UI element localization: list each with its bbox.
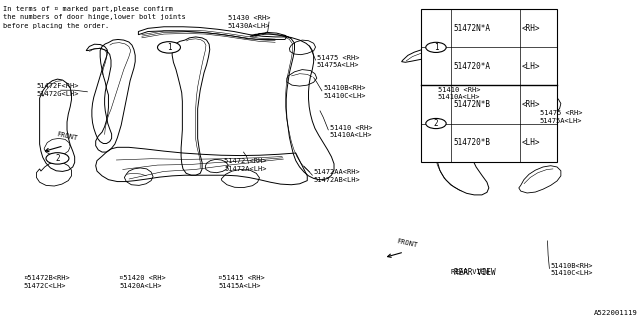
Circle shape — [426, 42, 446, 52]
Circle shape — [46, 153, 69, 164]
Text: In terms of ¤ marked part,please confirm
the numbers of door hinge,lower bolt jo: In terms of ¤ marked part,please confirm… — [3, 6, 186, 29]
Text: <LH>: <LH> — [522, 138, 541, 147]
Text: 51472 <RH>
51472A<LH>: 51472 <RH> 51472A<LH> — [225, 158, 267, 172]
Text: ¤51420 <RH>
51420A<LH>: ¤51420 <RH> 51420A<LH> — [119, 276, 166, 289]
Text: FRONT: FRONT — [56, 131, 78, 142]
Text: 51410B<RH>
51410C<LH>: 51410B<RH> 51410C<LH> — [550, 263, 593, 276]
Text: <LH>: <LH> — [522, 62, 541, 71]
Text: FRONT: FRONT — [396, 238, 419, 248]
Text: 51475 <RH>
51475A<LH>: 51475 <RH> 51475A<LH> — [540, 110, 582, 124]
Text: <RH>: <RH> — [522, 24, 541, 33]
Text: REAR VIEW: REAR VIEW — [451, 269, 489, 275]
Text: 1: 1 — [434, 43, 438, 52]
Text: ¤51415 <RH>
51415A<LH>: ¤51415 <RH> 51415A<LH> — [218, 276, 265, 289]
Text: REAR VIEW: REAR VIEW — [454, 268, 495, 277]
Text: 1: 1 — [166, 43, 172, 52]
Text: 51472N*B: 51472N*B — [453, 100, 490, 109]
Text: 2: 2 — [434, 119, 438, 128]
Text: 51475 <RH>
51475A<LH>: 51475 <RH> 51475A<LH> — [317, 55, 359, 68]
Circle shape — [426, 118, 446, 129]
Text: 51472AA<RH>
51472AB<LH>: 51472AA<RH> 51472AB<LH> — [314, 169, 360, 183]
Text: ¤51472B<RH>
51472C<LH>: ¤51472B<RH> 51472C<LH> — [24, 276, 70, 289]
Text: 514720*B: 514720*B — [453, 138, 490, 147]
Text: 2: 2 — [55, 154, 60, 163]
Bar — [420, 9, 557, 162]
Text: 51410 <RH>
51410A<LH>: 51410 <RH> 51410A<LH> — [330, 125, 372, 138]
Text: A522001119: A522001119 — [593, 310, 637, 316]
Text: 51410B<RH>
51410C<LH>: 51410B<RH> 51410C<LH> — [323, 85, 365, 99]
Text: <RH>: <RH> — [522, 100, 541, 109]
Text: 514720*A: 514720*A — [453, 62, 490, 71]
Text: 51410 <RH>
51410A<LH>: 51410 <RH> 51410A<LH> — [438, 87, 481, 100]
Text: 51430 <RH>
51430A<LH>: 51430 <RH> 51430A<LH> — [228, 15, 270, 29]
Circle shape — [157, 42, 180, 53]
Text: 51472N*A: 51472N*A — [453, 24, 490, 33]
Text: 51472F<RH>
51472G<LH>: 51472F<RH> 51472G<LH> — [36, 84, 79, 97]
